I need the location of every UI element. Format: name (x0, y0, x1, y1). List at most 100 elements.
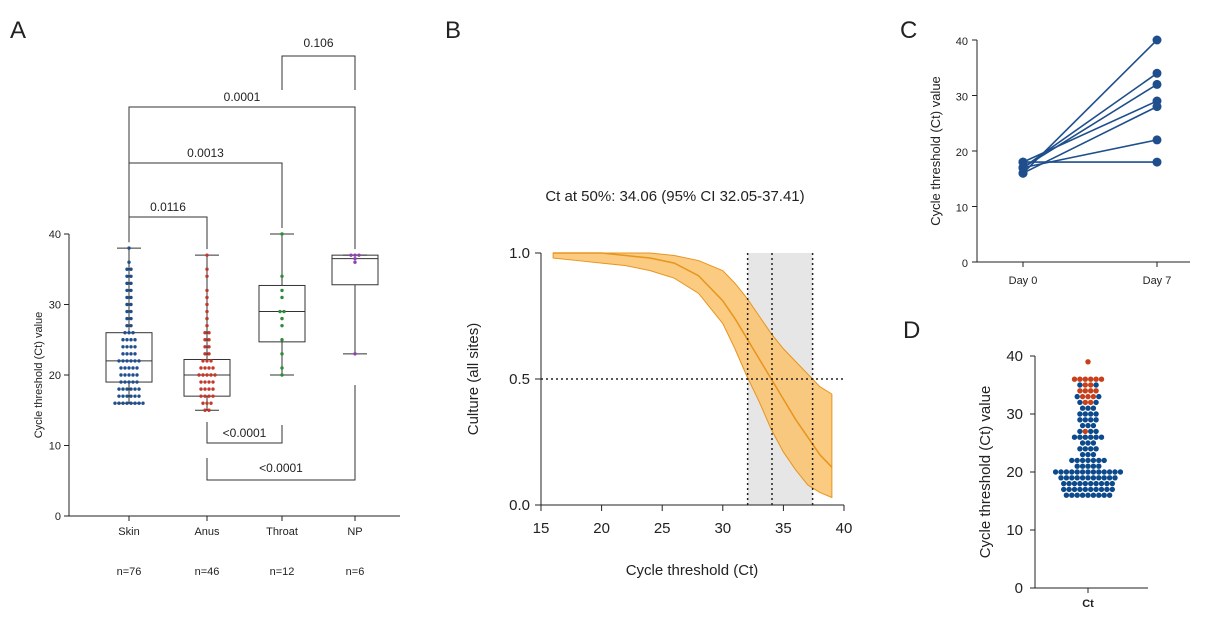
panel-a-data-point (203, 366, 207, 370)
panel-a-data-point (123, 373, 127, 377)
panel-d-data-point (1058, 475, 1064, 481)
panel-a-data-point (129, 267, 133, 271)
panel-a-data-point (205, 295, 209, 300)
panel-a-data-point (203, 331, 207, 335)
panel-a-data-point (207, 338, 211, 342)
panel-a-data-point (117, 387, 121, 391)
panel-d-data-point (1093, 411, 1099, 417)
panel-a-data-point (199, 366, 203, 370)
panel-a-data-point (197, 373, 201, 377)
panel-d-data-point (1104, 480, 1110, 487)
panel-b-x-axis-title: Cycle threshold (Ct) (626, 562, 759, 579)
panel-a-data-point (125, 302, 129, 307)
panel-a-data-point (213, 373, 217, 377)
panel-a-data-point (211, 366, 215, 370)
panel-a-data-point (131, 366, 135, 370)
panel-a-data-point (125, 274, 129, 278)
panel-d-data-point (1101, 457, 1107, 464)
panel-a-data-point (129, 316, 133, 321)
panel-a-data-point (129, 323, 133, 328)
panel-a-data-point (207, 366, 211, 370)
panel-d-dot-plot: 0 10 20 30 40 Ct Cycle threshold (Ct) value (977, 348, 1148, 610)
panel-a-data-point (353, 253, 357, 257)
panel-d-data-point (1074, 463, 1080, 469)
panel-a-data-point (349, 253, 353, 257)
panel-a-data-point (123, 366, 127, 370)
panel-d-data-point (1071, 480, 1078, 487)
panel-d-data-point (1066, 486, 1072, 493)
panel-b-x-tick-label: 25 (654, 520, 671, 537)
panel-a-data-point (135, 373, 139, 377)
panel-a-data-point (135, 366, 139, 370)
panel-a-data-point (353, 260, 357, 264)
panel-a-data-point (205, 323, 209, 328)
panel-a-data-point (203, 338, 207, 342)
panel-d-y-tick-label: 0 (1015, 580, 1023, 597)
panel-d-data-point (1077, 388, 1083, 394)
panel-d-data-point (1077, 417, 1083, 423)
panel-d-data-point (1077, 399, 1083, 406)
panel-d-data-point (1077, 376, 1083, 382)
panel-d-data-point (1061, 486, 1067, 493)
panel-c-y-tick-label: 40 (956, 36, 968, 48)
panel-a-data-point (282, 309, 286, 314)
panel-c-y-axis-title: Cycle threshold (Ct) value (928, 76, 943, 226)
panel-d-data-point (1079, 393, 1086, 400)
panel-d-data-point (1096, 393, 1102, 400)
panel-letter-b: B (445, 17, 461, 44)
panel-a-data-point (127, 366, 131, 370)
panel-a-data-point (123, 380, 127, 384)
panel-a-data-point (137, 387, 141, 391)
panel-d-data-point (1096, 463, 1102, 469)
panel-a-data-point (209, 359, 213, 363)
panel-a-data-point (211, 387, 215, 391)
panel-a-data-point (127, 260, 131, 264)
panel-a-data-point (353, 256, 357, 261)
panel-d-data-point (1079, 463, 1086, 469)
panel-d-data-point (1085, 475, 1091, 481)
panel-d-data-point (1109, 480, 1116, 487)
panel-d-data-point (1074, 469, 1080, 475)
panel-d-data-point (1074, 457, 1080, 464)
panel-b-x-tick-label: 40 (836, 520, 853, 537)
panel-a-category-label: Throat (266, 526, 298, 538)
panel-a-data-point (127, 373, 131, 377)
panel-a-data-point (121, 387, 125, 391)
panel-b-y-tick-label: 1.0 (509, 245, 530, 262)
panel-d-data-point (1079, 405, 1086, 411)
panel-a-data-point (137, 401, 141, 405)
panel-a-data-point (119, 380, 123, 384)
panel-d-data-point (1079, 451, 1086, 458)
panel-c-data-point (1018, 157, 1028, 167)
panel-c-series-line (1022, 139, 1158, 169)
panel-a-significance-bracket (128, 216, 208, 250)
panel-a-data-point (280, 274, 284, 278)
panel-d-data-point (1090, 457, 1097, 464)
panel-a-data-point (203, 352, 207, 356)
panel-d-data-point (1079, 492, 1086, 498)
panel-a-data-point (280, 366, 284, 370)
panel-d-data-point (1098, 480, 1105, 487)
panel-a-data-point (133, 401, 137, 405)
panel-a-data-point (205, 401, 209, 405)
panel-d-y-tick-label: 20 (1006, 464, 1023, 481)
panel-d-data-point (1063, 492, 1070, 498)
panel-a-data-point (129, 401, 133, 405)
panel-a-data-point (199, 394, 203, 398)
panel-d-data-point (1079, 440, 1086, 446)
panel-a-box (183, 358, 231, 397)
panel-a-data-point (207, 345, 211, 349)
panel-d-data-point (1071, 486, 1078, 493)
panel-d-data-point (1082, 446, 1089, 452)
panel-a-data-point (207, 394, 211, 398)
panel-a-data-point (117, 359, 121, 363)
panel-d-data-point (1085, 359, 1091, 365)
panel-a-data-point (121, 394, 125, 398)
panel-d-data-point (1074, 393, 1080, 400)
panel-d-data-point (1066, 480, 1072, 487)
panel-a-data-point (129, 387, 133, 391)
panel-d-data-point (1082, 376, 1089, 382)
panel-d-data-point (1063, 469, 1070, 475)
panel-d-data-point (1077, 434, 1083, 440)
